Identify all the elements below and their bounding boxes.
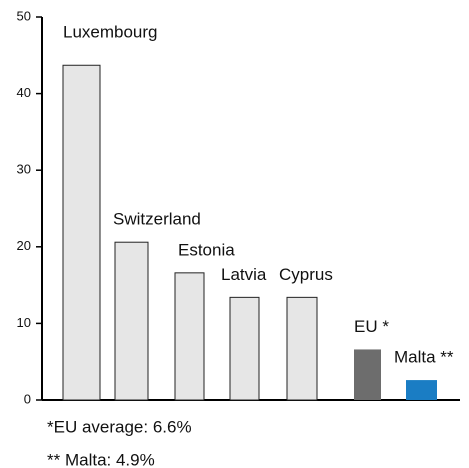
bar: [354, 349, 381, 400]
bar: [286, 296, 318, 401]
y-tick-label: 30: [17, 162, 31, 177]
y-tick-label: 10: [17, 315, 31, 330]
bar: [406, 380, 437, 400]
y-tick-label: 50: [17, 8, 31, 23]
bar: [229, 296, 260, 401]
bar-label: EU *: [354, 317, 389, 336]
bar-label: Cyprus: [279, 265, 333, 284]
y-tick-label: 40: [17, 85, 31, 100]
bar-label: Luxembourg: [63, 23, 158, 42]
bar: [62, 64, 101, 401]
bar: [114, 241, 149, 401]
bar-label: Latvia: [221, 265, 267, 284]
bar-label: Switzerland: [113, 210, 201, 229]
bar: [174, 272, 205, 401]
y-tick-label: 0: [24, 391, 31, 406]
footnote: ** Malta: 4.9%: [47, 450, 155, 468]
bar-label: Estonia: [178, 240, 235, 259]
footnote: *EU average: 6.6%: [47, 417, 192, 436]
bar-label: Malta **: [394, 348, 454, 367]
y-tick-label: 20: [17, 238, 31, 253]
